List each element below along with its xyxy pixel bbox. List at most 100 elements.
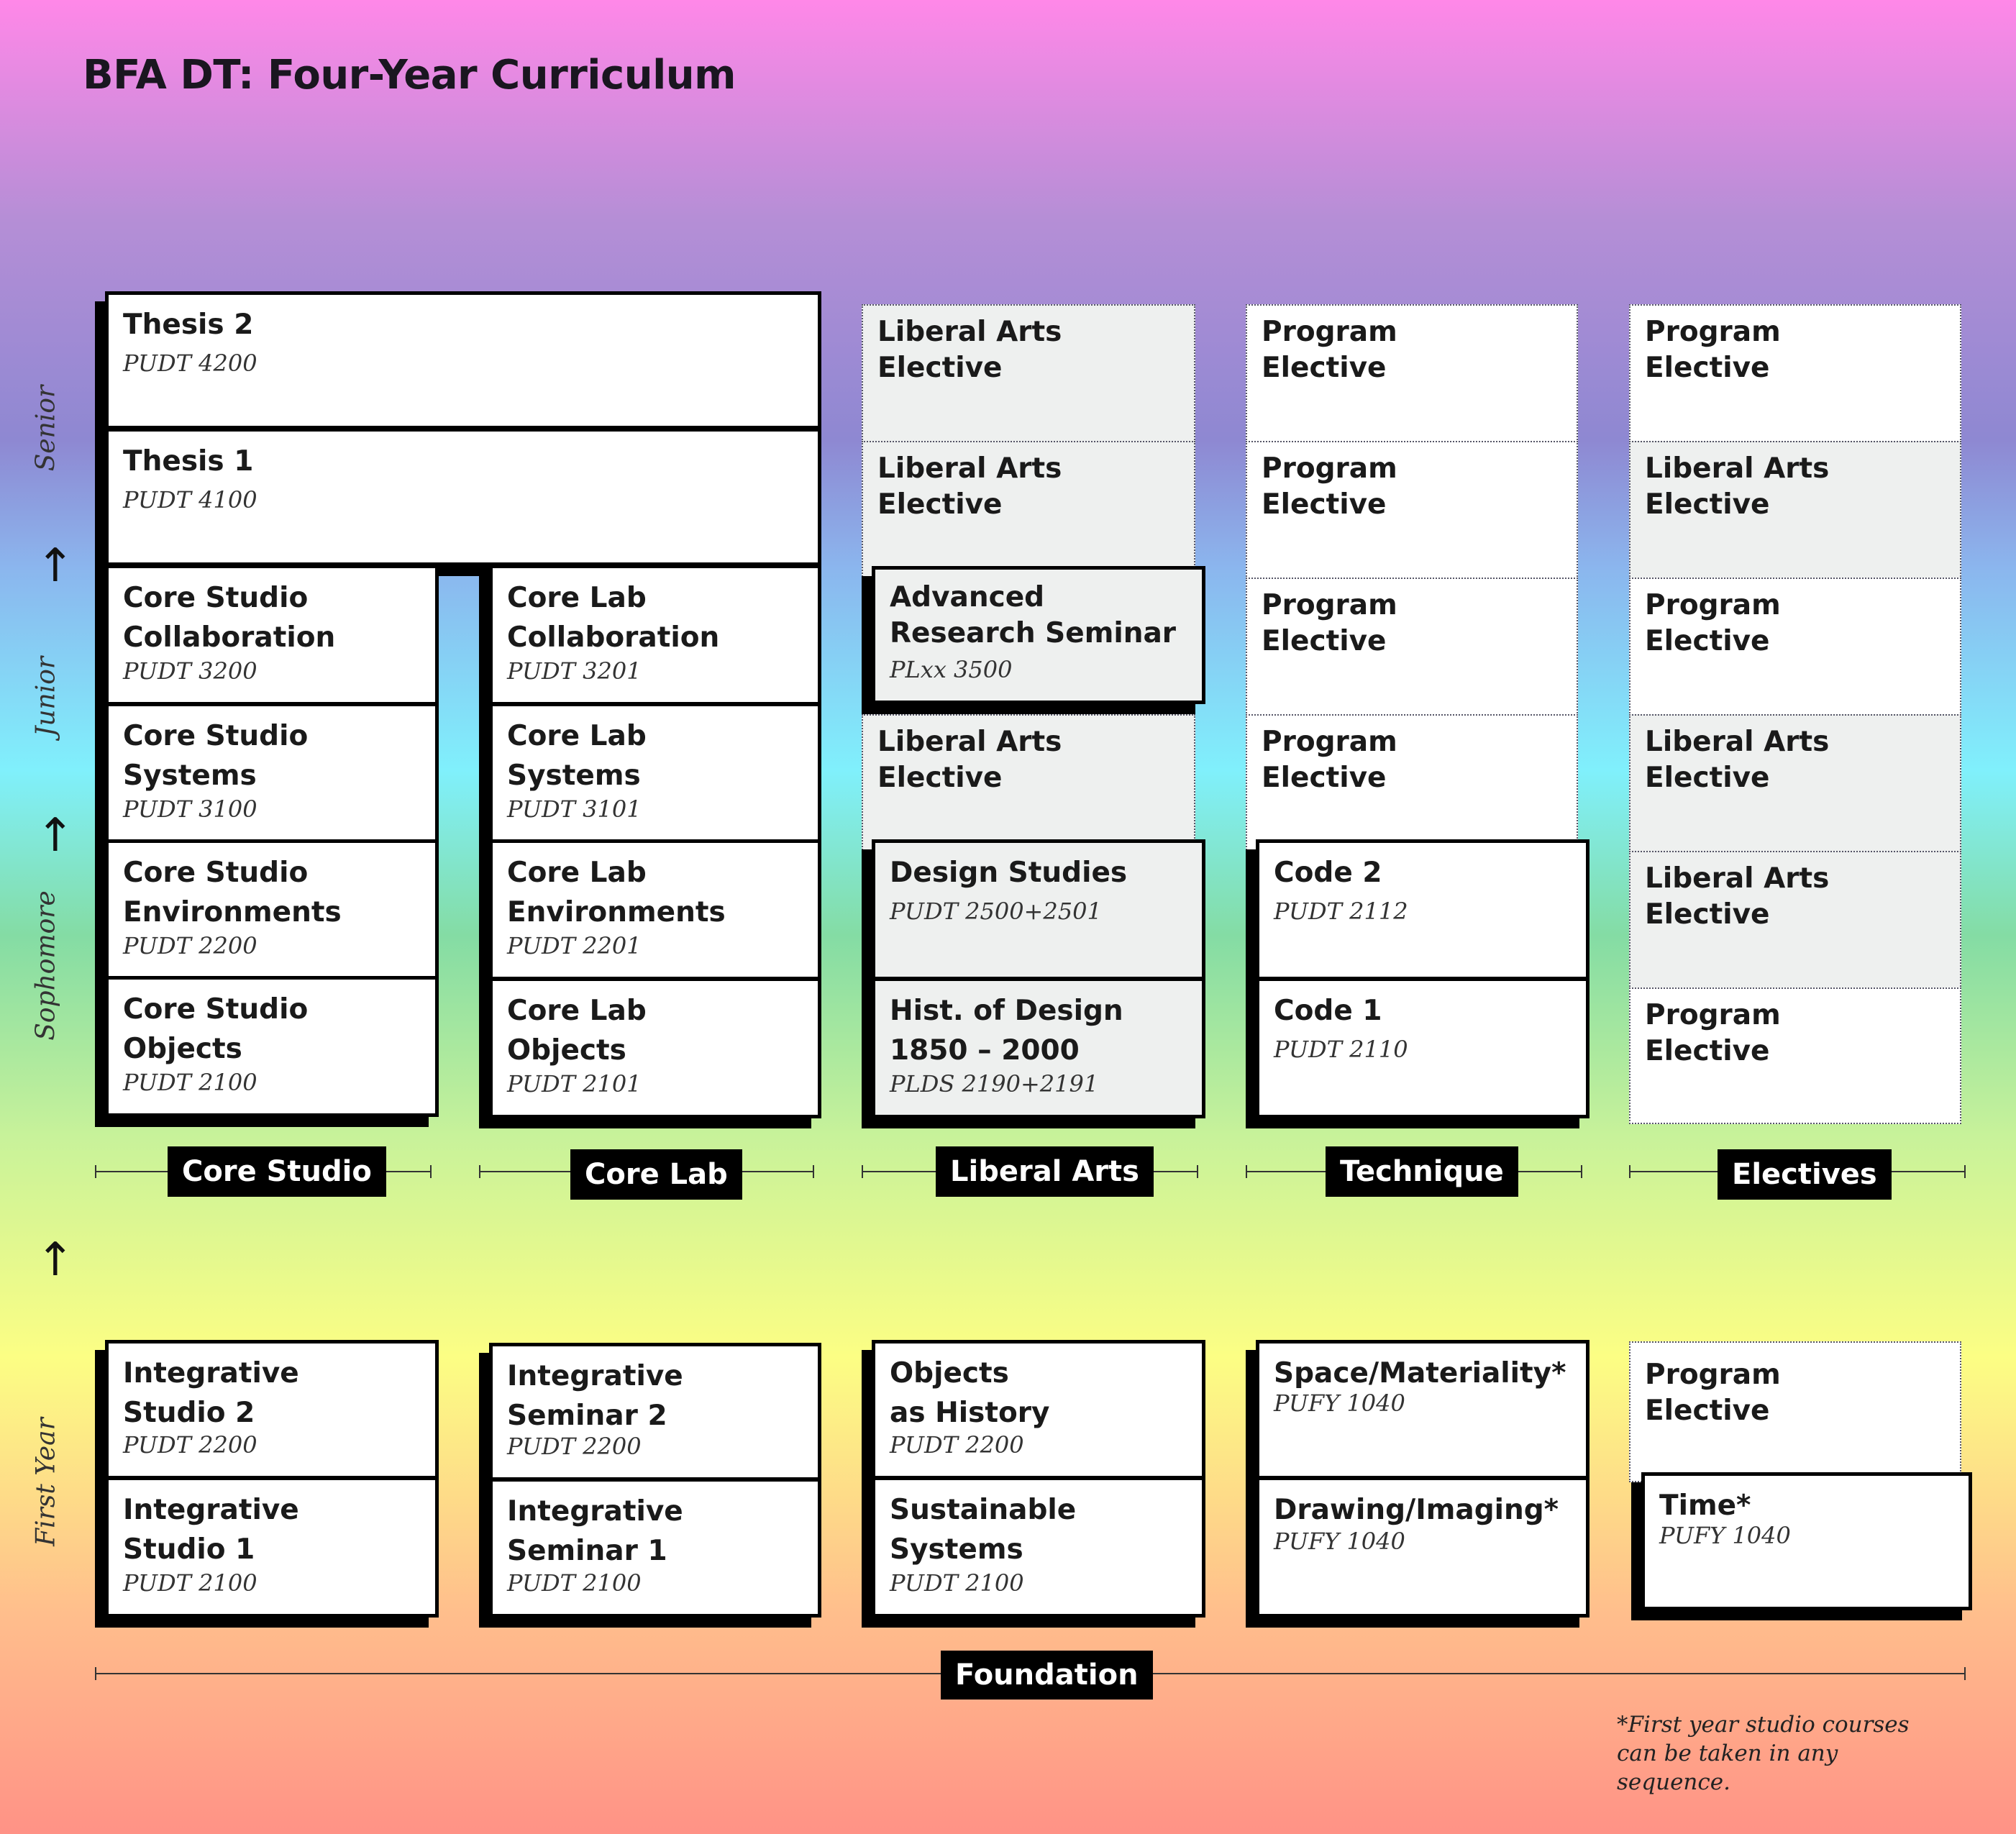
course-code-1[interactable]: Code 1 PUDT 2110 [1256,977,1589,1118]
course-name: Program Elective [1645,316,1781,384]
course-code: PUDT 3201 [507,657,642,685]
course-code: PUDT 2200 [123,932,257,959]
course-name: Integrative Studio 1 [123,1494,299,1566]
course-name: Code 1 [1274,995,1382,1027]
course-name: Liberal Arts Elective [877,316,1062,384]
course-integrative-studio-2[interactable]: Integrative Studio 2 PUDT 2200 [105,1340,439,1479]
course-name: Core Studio Systems [123,720,309,792]
up-arrow-icon: ↑ [36,539,75,593]
course-name: Liberal Arts Elective [1645,862,1830,931]
course-thesis-2[interactable]: Thesis 2 PUDT 4200 [105,291,821,429]
year-label-senior: Senior [31,385,61,472]
up-arrow-icon: ↑ [36,809,75,862]
course-name: Core Lab Systems [507,720,647,792]
course-name: Thesis 1 [123,445,254,478]
course-code: PUDT 2201 [507,932,642,959]
course-code: PUDT 2200 [890,1431,1024,1459]
column-label-core-studio: Core Studio [168,1146,386,1197]
course-liberal-arts-elective[interactable]: Liberal Arts Elective [862,714,1195,852]
course-code: PUDT 2100 [123,1569,257,1597]
course-name: Core Lab Objects [507,995,647,1067]
course-name: Program Elective [1645,1359,1781,1427]
course-advanced-research-seminar[interactable]: Advanced Research Seminar PLxx 3500 [872,566,1205,704]
course-name: Program Elective [1262,726,1397,794]
course-design-studies[interactable]: Design Studies PUDT 2500+2501 [872,839,1205,980]
course-program-elective[interactable]: Program Elective [1246,714,1578,852]
course-thesis-1[interactable]: Thesis 1 PUDT 4100 [105,428,821,566]
course-name: Program Elective [1262,589,1397,657]
course-name: Core Lab Environments [507,857,726,929]
course-name: Code 2 [1274,857,1382,889]
course-name: Program Elective [1645,999,1781,1067]
course-name: Advanced Research Seminar [890,581,1177,649]
year-label-sophomore: Sophomore [31,890,61,1041]
course-core-lab-collaboration[interactable]: Core Lab Collaboration PUDT 3201 [489,565,821,706]
column-label-liberal-arts: Liberal Arts [936,1146,1154,1197]
year-label-junior: Junior [31,656,61,737]
course-sustainable-systems[interactable]: Sustainable Systems PUDT 2100 [872,1477,1205,1618]
course-program-elective[interactable]: Program Elective [1246,578,1578,716]
course-name: Integrative Seminar 1 [507,1495,683,1567]
foundation-label: Foundation [941,1651,1153,1700]
course-liberal-arts-elective[interactable]: Liberal Arts Elective [1629,714,1961,852]
course-name: Thesis 2 [123,309,254,341]
course-code: PUDT 3100 [123,795,257,823]
course-program-elective[interactable]: Program Elective [1629,304,1961,442]
course-core-studio-collaboration[interactable]: Core Studio Collaboration PUDT 3200 [105,565,439,706]
course-core-studio-objects[interactable]: Core Studio Objects PUDT 2100 [105,976,439,1117]
course-integrative-seminar-1[interactable]: Integrative Seminar 1 PUDT 2100 [489,1478,821,1618]
course-name: Integrative Seminar 2 [507,1360,683,1432]
course-code: PLxx 3500 [890,656,1013,683]
course-name: Program Elective [1262,452,1397,521]
course-name: Liberal Arts Elective [1645,726,1830,794]
course-name: Liberal Arts Elective [877,726,1062,794]
course-liberal-arts-elective[interactable]: Liberal Arts Elective [862,304,1195,442]
course-liberal-arts-elective[interactable]: Liberal Arts Elective [1629,851,1961,989]
course-program-elective[interactable]: Program Elective [1246,441,1578,579]
course-drawing-imaging[interactable]: Drawing/Imaging* PUFY 1040 [1256,1477,1589,1618]
course-core-studio-environments[interactable]: Core Studio Environments PUDT 2200 [105,839,439,980]
course-integrative-studio-1[interactable]: Integrative Studio 1 PUDT 2100 [105,1477,439,1618]
course-name: Hist. of Design 1850 – 2000 [890,995,1123,1067]
course-code: PUDT 3101 [507,795,642,823]
course-history-of-design[interactable]: Hist. of Design 1850 – 2000 PLDS 2190+21… [872,977,1205,1118]
course-code: PUFY 1040 [1274,1390,1405,1417]
course-code: PUDT 2112 [1274,898,1408,925]
course-code: PUFY 1040 [1274,1528,1405,1555]
course-core-lab-objects[interactable]: Core Lab Objects PUDT 2101 [489,977,821,1118]
course-name: Core Lab Collaboration [507,582,720,654]
course-liberal-arts-elective[interactable]: Liberal Arts Elective [1629,441,1961,579]
course-name: Design Studies [890,857,1128,889]
course-liberal-arts-elective[interactable]: Liberal Arts Elective [862,441,1195,579]
course-code: PUFY 1040 [1659,1522,1791,1549]
course-program-elective[interactable]: Program Elective [1629,1341,1961,1482]
course-name: Drawing/Imaging* [1274,1494,1559,1526]
course-objects-as-history[interactable]: Objects as History PUDT 2200 [872,1340,1205,1479]
course-program-elective[interactable]: Program Elective [1629,578,1961,716]
course-code: PLDS 2190+2191 [890,1070,1099,1098]
course-code-2[interactable]: Code 2 PUDT 2112 [1256,839,1589,980]
course-code: PUDT 2200 [123,1431,257,1459]
course-program-elective[interactable]: Program Elective [1246,304,1578,442]
course-code: PUDT 4100 [123,486,257,514]
course-space-materiality[interactable]: Space/Materiality* PUFY 1040 [1256,1340,1589,1479]
column-label-technique: Technique [1326,1146,1518,1197]
course-core-studio-systems[interactable]: Core Studio Systems PUDT 3100 [105,703,439,844]
course-code: PUDT 2500+2501 [890,898,1102,925]
course-time[interactable]: Time* PUFY 1040 [1641,1472,1972,1610]
course-integrative-seminar-2[interactable]: Integrative Seminar 2 PUDT 2200 [489,1343,821,1481]
course-code: PUDT 4200 [123,350,257,377]
column-label-electives: Electives [1718,1149,1892,1200]
course-name: Integrative Studio 2 [123,1357,299,1429]
footnote: *First year studio courses can be taken … [1617,1712,1910,1795]
course-code: PUDT 2110 [1274,1036,1408,1063]
course-core-lab-systems[interactable]: Core Lab Systems PUDT 3101 [489,703,821,844]
course-code: PUDT 2101 [507,1070,642,1098]
year-label-first-year: First Year [31,1418,61,1546]
course-name: Sustainable Systems [890,1494,1077,1566]
course-program-elective[interactable]: Program Elective [1629,987,1961,1124]
course-name: Program Elective [1262,316,1397,384]
course-core-lab-environments[interactable]: Core Lab Environments PUDT 2201 [489,839,821,980]
course-code: PUDT 2100 [507,1569,642,1597]
course-code: PUDT 2100 [123,1069,257,1096]
